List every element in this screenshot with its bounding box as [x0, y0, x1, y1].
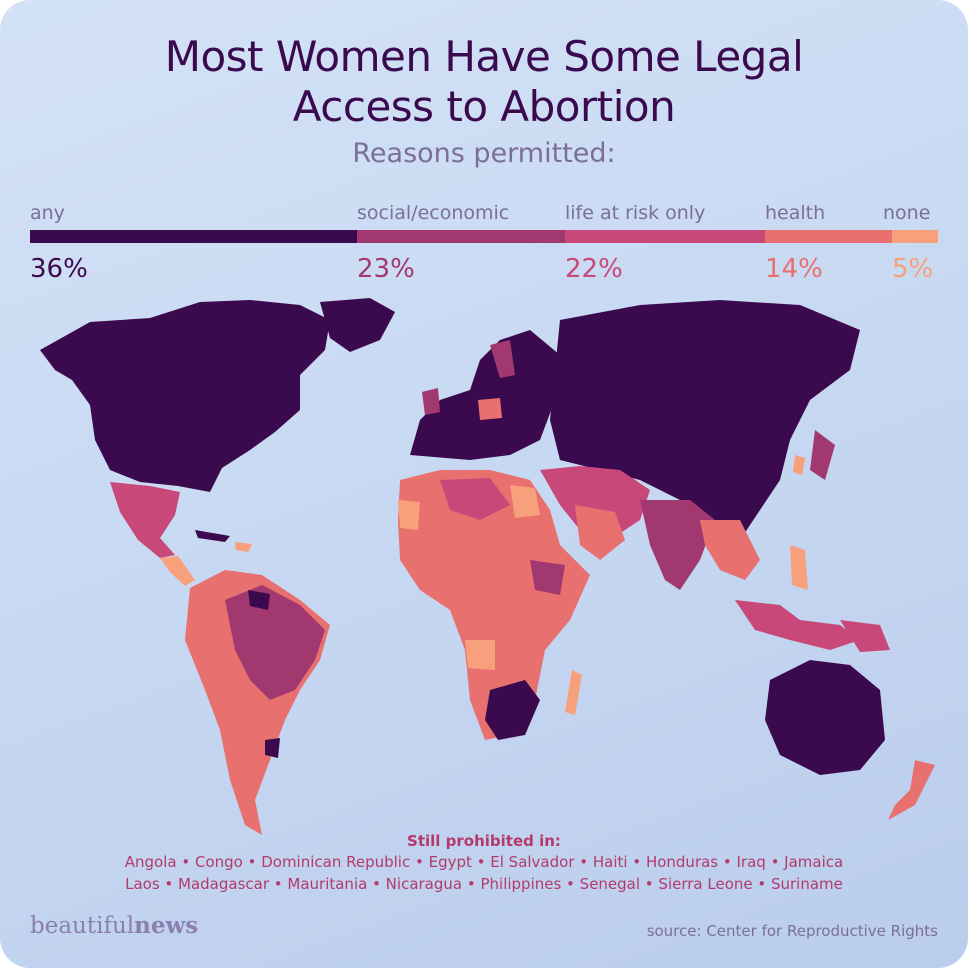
region-north-africa — [440, 478, 510, 520]
legend-pct-life-at-risk: 22% — [565, 254, 623, 284]
subtitle: Reasons permitted: — [352, 138, 616, 169]
region-middle-east — [540, 466, 650, 540]
brand-logo: beautifulnews — [30, 912, 198, 939]
region-central-america — [160, 556, 195, 586]
region-mexico — [110, 482, 180, 558]
legend-bar-none — [892, 230, 938, 243]
region-korea — [793, 455, 805, 475]
region-indonesia — [735, 600, 860, 650]
region-hispaniola — [235, 542, 252, 552]
legend-pct-any: 36% — [30, 254, 88, 284]
brand-logo-part1: beautiful — [30, 913, 135, 939]
region-australia — [765, 660, 885, 775]
legend-label-social-economic: social/economic — [357, 202, 510, 224]
brand-logo-part2: news — [134, 912, 199, 939]
region-mauritania — [398, 500, 420, 530]
legend-bar-life-at-risk — [565, 230, 765, 243]
legend-bar-any — [30, 230, 357, 243]
legend-pct-social-economic: 23% — [357, 254, 415, 284]
region-brazil — [225, 585, 325, 700]
region-poland — [478, 398, 502, 420]
region-southeast-asia — [700, 520, 760, 580]
prohibited-title: Still prohibited in: — [407, 832, 561, 850]
region-japan — [810, 430, 835, 480]
region-greenland — [320, 298, 395, 352]
region-philippines — [790, 545, 808, 590]
title-line-2: Access to Abortion — [292, 82, 676, 131]
source-credit: source: Center for Reproductive Rights — [646, 922, 938, 940]
region-india — [640, 500, 715, 590]
region-guyana-suriname — [248, 590, 270, 610]
legend-label-health: health — [765, 202, 826, 224]
region-egypt — [510, 485, 540, 518]
world-map — [40, 298, 935, 835]
prohibited-line-2: Laos • Madagascar • Mauritania • Nicarag… — [125, 875, 843, 893]
legend-pct-health: 14% — [765, 254, 823, 284]
legend-bar-health — [765, 230, 892, 243]
region-madagascar — [565, 670, 582, 715]
region-arabia — [575, 505, 625, 560]
region-new-zealand — [888, 760, 935, 820]
region-cuba — [195, 530, 230, 542]
legend-label-life-at-risk: life at risk only — [565, 202, 706, 224]
legend-pct-none: 5% — [892, 254, 934, 284]
region-new-guinea — [840, 620, 890, 652]
region-southern-africa — [485, 680, 540, 740]
region-north-america — [40, 300, 330, 492]
legend-label-none: none — [883, 202, 931, 224]
region-europe — [410, 330, 560, 460]
region-uk — [422, 388, 440, 415]
region-ethiopia — [530, 560, 565, 595]
legend-bar-social-economic — [357, 230, 565, 243]
region-uruguay — [265, 738, 280, 758]
region-finland — [490, 340, 515, 378]
legend-label-any: any — [30, 202, 65, 224]
title-line-1: Most Women Have Some Legal — [164, 32, 804, 81]
region-angola — [465, 640, 495, 670]
region-africa — [398, 470, 590, 740]
region-asia — [550, 300, 860, 540]
prohibited-line-1: Angola • Congo • Dominican Republic • Eg… — [124, 853, 844, 871]
